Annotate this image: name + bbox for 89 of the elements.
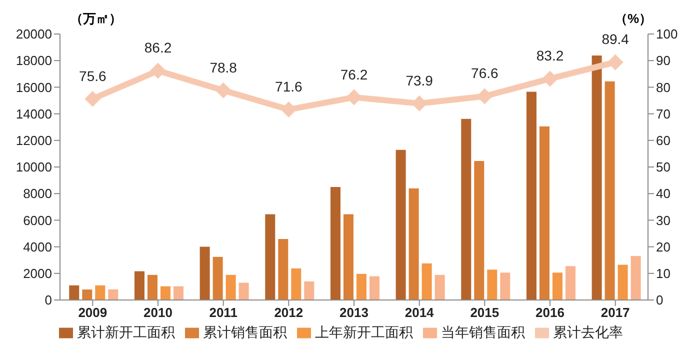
y-tick-label: 2000 <box>23 266 52 282</box>
bar <box>565 266 576 300</box>
y-tick-label: 20000 <box>16 26 52 42</box>
bar <box>95 285 106 300</box>
x-tick-label: 2012 <box>274 305 304 320</box>
y2-tick-label: 0 <box>656 292 664 308</box>
y2-tick-label: 60 <box>656 133 670 148</box>
data-label: 73.9 <box>406 72 434 88</box>
bar <box>461 118 472 300</box>
y-tick-label: 10000 <box>16 160 52 175</box>
x-tick-label: 2011 <box>209 305 238 320</box>
bar <box>200 246 210 300</box>
bar <box>552 272 562 300</box>
bar <box>134 271 144 300</box>
y2-tick-label: 20 <box>656 239 670 254</box>
bar <box>539 126 550 300</box>
y-tick-label: 4000 <box>23 239 52 254</box>
point <box>607 54 624 70</box>
y2-tick-label: 80 <box>656 80 670 95</box>
y2-tick-label: 10 <box>656 266 670 282</box>
y-tick-label: 12000 <box>16 133 52 148</box>
y2-tick-label: 40 <box>656 186 670 202</box>
bar <box>226 274 236 300</box>
bar <box>212 256 223 300</box>
y2-tick-label: 30 <box>656 212 670 228</box>
legend-label: 累计去化率 <box>553 324 623 340</box>
x-tick-label: 2016 <box>536 305 564 320</box>
x-tick-label: 2013 <box>340 305 368 320</box>
x-tick-label: 2010 <box>144 305 172 320</box>
bar <box>278 238 288 300</box>
point <box>215 82 232 98</box>
data-label: 78.8 <box>210 59 238 76</box>
y2-tick-label: 90 <box>656 53 670 68</box>
bar <box>434 274 445 300</box>
bar <box>474 161 484 300</box>
y2-tick-label: 70 <box>656 106 670 122</box>
bar <box>356 274 366 300</box>
bar <box>82 289 92 300</box>
x-tick-label: 2015 <box>470 305 500 320</box>
data-label: 76.6 <box>471 65 499 82</box>
y-tick-label: 14000 <box>16 106 52 122</box>
y-tick-label: 8000 <box>23 186 52 202</box>
x-tick-label: 2009 <box>78 305 108 320</box>
bar <box>69 285 80 300</box>
bar <box>630 256 641 300</box>
bar <box>304 281 314 300</box>
y-tick-label: 6000 <box>23 212 52 228</box>
data-label: 75.6 <box>79 68 107 84</box>
bar <box>343 214 354 300</box>
data-label: 83.2 <box>536 48 564 64</box>
point <box>542 70 558 87</box>
bar <box>160 286 170 300</box>
data-label: 76.2 <box>340 66 368 82</box>
bar <box>265 214 276 300</box>
bar <box>592 56 602 300</box>
bar <box>369 276 380 300</box>
y-axis-title: （万㎡） <box>70 10 122 28</box>
bar <box>618 264 628 300</box>
y2-axis-title: （%） <box>614 10 652 28</box>
legend-label: 累计新开工面积 <box>77 324 175 340</box>
y-tick-label: 18000 <box>16 53 52 68</box>
point <box>84 90 101 107</box>
bar <box>330 186 340 300</box>
data-label: 71.6 <box>275 78 303 95</box>
bar <box>147 274 158 300</box>
bar <box>487 270 498 300</box>
data-label: 89.4 <box>602 31 630 48</box>
bar <box>238 282 249 300</box>
y-tick-label: 0 <box>44 292 52 308</box>
data-label: 86.2 <box>144 40 172 56</box>
bar <box>291 268 302 300</box>
bar <box>108 289 118 300</box>
bar <box>500 272 510 300</box>
bar <box>173 286 184 300</box>
point <box>150 62 166 79</box>
bar <box>604 81 615 300</box>
bar <box>408 188 419 300</box>
y-tick-label: 16000 <box>16 80 52 95</box>
y2-tick-label: 100 <box>656 26 678 42</box>
bar <box>422 263 432 300</box>
bar <box>396 150 406 300</box>
x-tick-label: 2017 <box>600 305 630 320</box>
bar <box>526 92 536 300</box>
legend-label: 上年新开工面积 <box>315 324 413 340</box>
x-tick-label: 2014 <box>404 305 435 320</box>
legend-label: 累计销售面积 <box>203 324 287 340</box>
y2-tick-label: 50 <box>656 160 670 175</box>
legend-label: 当年销售面积 <box>441 324 525 340</box>
point <box>346 89 362 106</box>
